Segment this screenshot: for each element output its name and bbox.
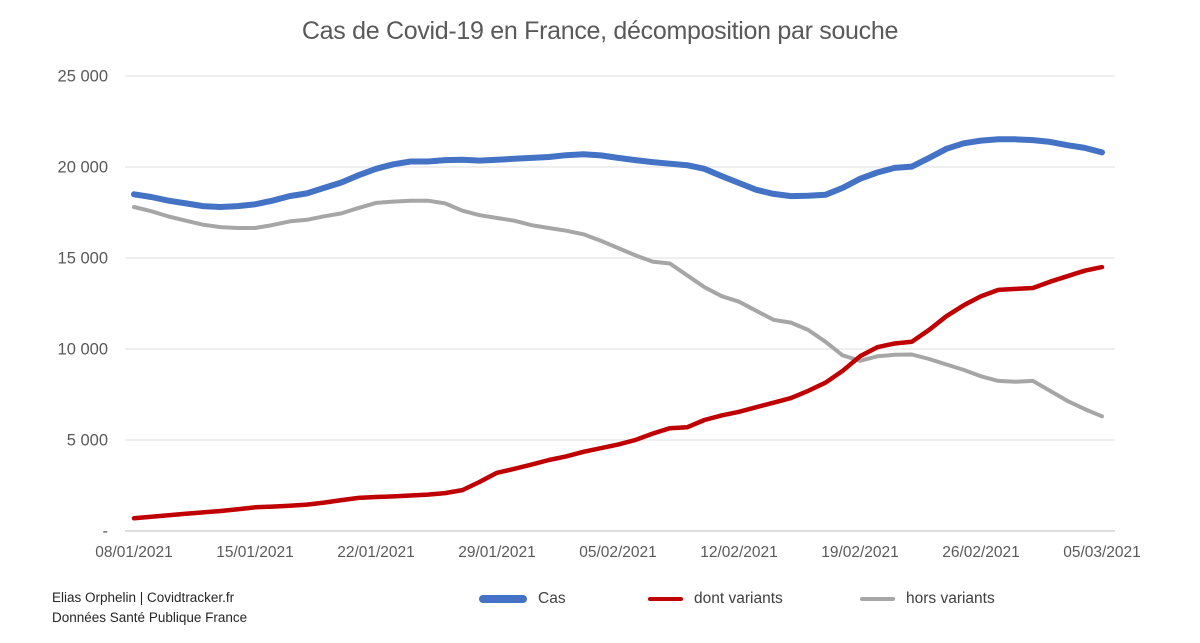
chart-legend: Cas dont variants hors variants bbox=[0, 589, 1200, 613]
x-axis-label: 12/02/2021 bbox=[700, 544, 778, 561]
series-line-hors-variants bbox=[132, 198, 1104, 419]
series-line-cas bbox=[131, 136, 1105, 210]
y-axis-label: 15 000 bbox=[58, 250, 108, 268]
y-axis-label: 10 000 bbox=[58, 341, 108, 359]
x-axis-label: 05/03/2021 bbox=[1063, 544, 1141, 561]
x-axis-label: 29/01/2021 bbox=[458, 544, 536, 561]
x-axis-label: 26/02/2021 bbox=[942, 544, 1020, 561]
x-axis-label: 15/01/2021 bbox=[216, 544, 294, 561]
attribution-line-1: Elias Orphelin | Covidtracker.fr bbox=[52, 590, 235, 605]
attribution-line-2: Données Santé Publique France bbox=[52, 610, 248, 625]
x-axis-label: 05/02/2021 bbox=[579, 544, 657, 561]
cas-line-swatch bbox=[479, 595, 527, 603]
hors-variants-line-swatch bbox=[860, 596, 895, 602]
legend-label-hors-variants: hors variants bbox=[906, 590, 995, 607]
chart-title: Cas de Covid-19 en France, décomposition… bbox=[301, 17, 899, 45]
attribution: Elias Orphelin | Covidtracker.fr Données… bbox=[52, 588, 247, 628]
legend-label-cas: Cas bbox=[538, 590, 566, 607]
y-axis-label: 5 000 bbox=[67, 432, 108, 450]
y-axis-label: - bbox=[103, 523, 109, 541]
y-axis-label: 20 000 bbox=[58, 159, 108, 177]
legend-item-dont-variants: dont variants bbox=[648, 589, 783, 609]
x-axis-label: 19/02/2021 bbox=[821, 544, 899, 561]
series-line-dont-variants bbox=[131, 264, 1105, 521]
legend-label-dont-variants: dont variants bbox=[694, 590, 783, 607]
dont-variants-line-swatch bbox=[648, 596, 683, 602]
y-axis-label: 25 000 bbox=[58, 68, 108, 86]
legend-item-hors-variants: hors variants bbox=[860, 589, 995, 609]
x-axis-label: 22/01/2021 bbox=[337, 544, 415, 561]
legend-item-cas: Cas bbox=[479, 589, 566, 609]
x-axis-label: 08/01/2021 bbox=[95, 544, 173, 561]
